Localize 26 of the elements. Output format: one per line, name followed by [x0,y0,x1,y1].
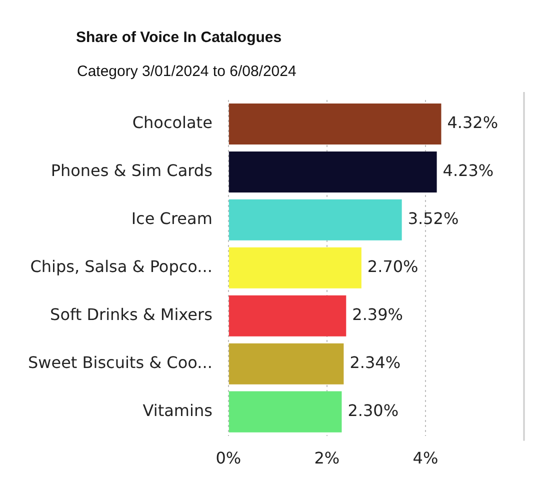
chart-title: Share of Voice In Catalogues [76,29,282,46]
chart-subtitle: Category 3/01/2024 to 6/08/2024 [77,63,296,80]
y-tick-label: Sweet Biscuits & Coo... [28,353,212,372]
data-label: 2.30% [348,400,399,420]
x-tick-label: 2% [314,448,340,468]
y-tick-label: Chips, Salsa & Popco... [30,257,212,276]
y-tick-label: Vitamins [142,400,212,420]
bar [228,295,346,336]
bar [228,343,344,384]
x-tick-label: 0% [216,448,242,468]
y-tick-label: Phones & Sim Cards [50,161,212,180]
bar [228,391,342,432]
data-label: 2.70% [367,257,418,276]
bar [228,247,362,288]
data-label: 4.32% [447,113,498,132]
data-label: 2.39% [352,305,403,324]
data-label: 3.52% [408,209,459,228]
data-label: 4.23% [442,161,494,180]
bar [228,151,437,192]
x-tick-label: 4% [412,448,438,468]
y-tick-label: Ice Cream [131,209,212,228]
y-tick-label: Chocolate [132,113,212,132]
data-label: 2.34% [350,353,401,372]
y-tick-label: Soft Drinks & Mixers [50,305,212,324]
bar [228,199,402,240]
bar [228,103,442,144]
